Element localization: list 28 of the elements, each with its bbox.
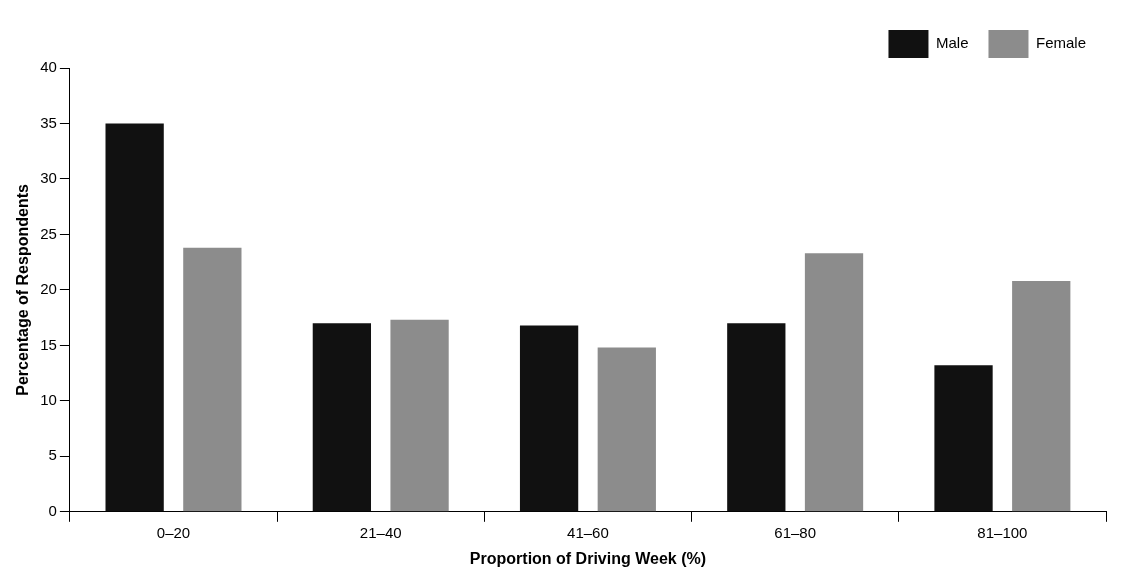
bar xyxy=(727,323,786,512)
bar xyxy=(390,319,449,512)
y-tick-label: 15 xyxy=(40,335,57,353)
y-axis-title: Percentage of Respondents xyxy=(14,184,32,396)
bar xyxy=(105,123,164,512)
legend-label: Male xyxy=(935,34,969,52)
bar xyxy=(934,365,993,512)
x-axis-title: Proportion of Driving Week (%) xyxy=(469,549,707,567)
bar xyxy=(183,247,242,512)
bar xyxy=(1012,281,1071,512)
legend-label: Female xyxy=(1035,34,1087,52)
x-tick-label: 41–60 xyxy=(567,523,609,541)
bar xyxy=(804,253,864,512)
y-tick-label: 30 xyxy=(40,169,57,187)
y-tick-label: 0 xyxy=(48,501,57,519)
x-tick-label: 61–80 xyxy=(774,523,817,541)
bar xyxy=(597,347,656,512)
x-tick-label: 81–100 xyxy=(977,523,1028,541)
y-tick-label: 20 xyxy=(40,280,57,298)
y-tick-label: 5 xyxy=(48,446,57,464)
bar xyxy=(519,325,579,512)
y-tick-label: 40 xyxy=(40,58,57,76)
x-tick-label: 21–40 xyxy=(359,523,402,541)
y-tick-label: 10 xyxy=(40,390,57,408)
bar xyxy=(312,323,372,512)
x-tick-label: 0–20 xyxy=(156,523,191,541)
y-tick-label: 35 xyxy=(40,113,57,131)
y-tick-label: 25 xyxy=(40,224,57,242)
